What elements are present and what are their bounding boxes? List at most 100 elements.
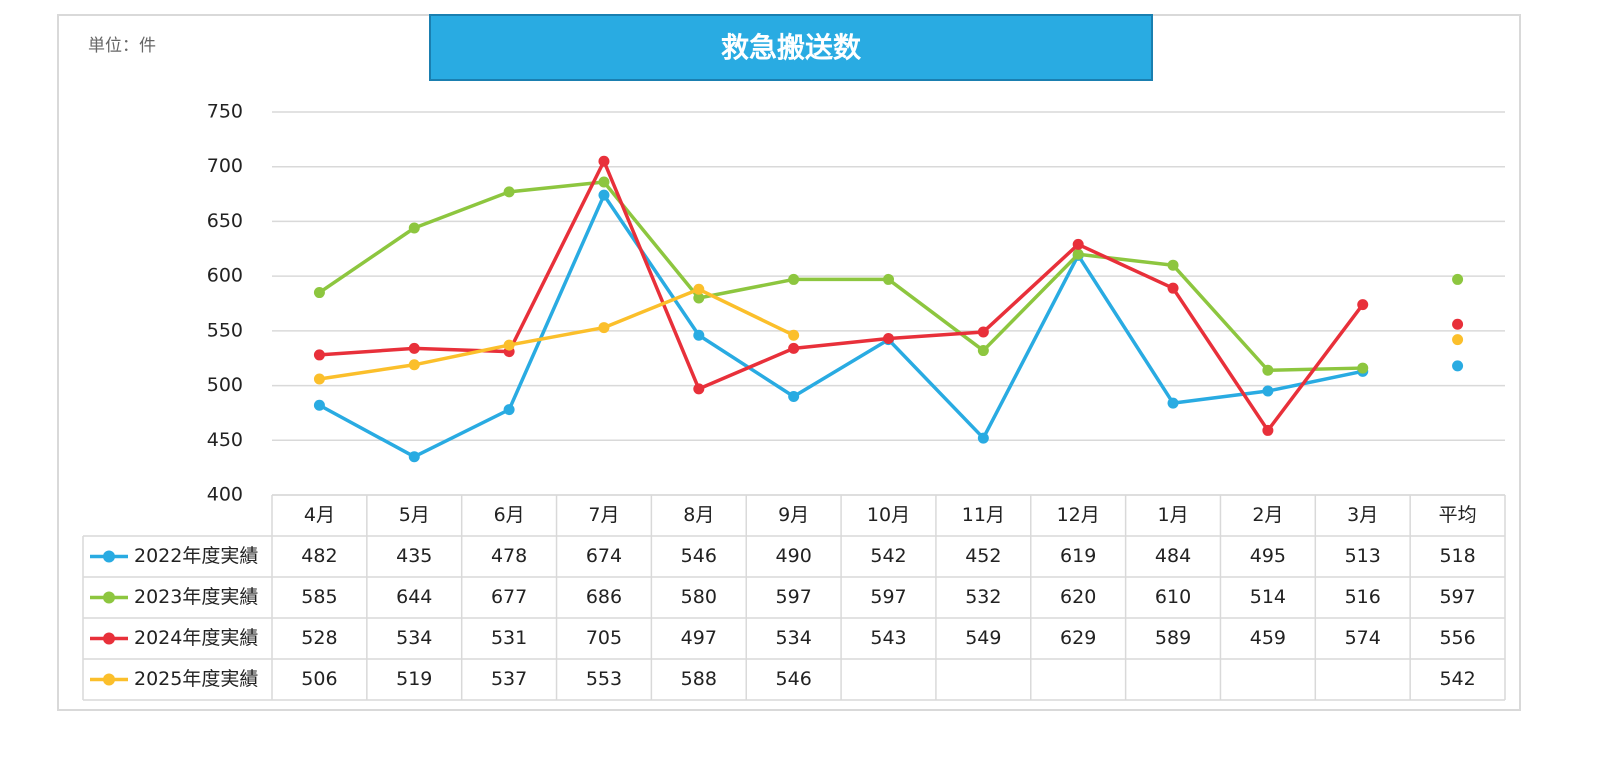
data-point (1167, 259, 1179, 271)
y-tick-label: 550 (207, 319, 243, 341)
chart-frame (57, 14, 1521, 711)
x-tick-label: 平均 (1439, 504, 1477, 526)
data-point (1262, 424, 1274, 436)
data-point (693, 283, 705, 295)
x-tick-label: 5月 (399, 504, 430, 526)
legend-label: 2025年度実績 (134, 668, 258, 690)
data-point (788, 273, 800, 285)
data-point (408, 222, 420, 234)
table-value: 686 (586, 586, 622, 608)
average-point (1452, 360, 1464, 372)
data-point (977, 345, 989, 357)
data-point (977, 326, 989, 338)
table-value: 514 (1250, 586, 1286, 608)
data-point (598, 189, 610, 201)
unit-label: 単位：件 (88, 36, 156, 56)
legend-marker (103, 673, 115, 686)
x-tick-label: 8月 (683, 504, 714, 526)
table-value: 519 (396, 668, 432, 690)
table-average: 556 (1439, 627, 1475, 649)
legend-label: 2022年度実績 (134, 545, 258, 567)
x-tick-label: 10月 (867, 504, 910, 526)
table-value: 580 (681, 586, 717, 608)
y-tick-label: 400 (207, 484, 243, 506)
x-tick-label: 4月 (304, 504, 335, 526)
table-value: 553 (586, 668, 622, 690)
table-value: 543 (870, 627, 906, 649)
data-point (1262, 385, 1274, 397)
average-point (1452, 273, 1464, 285)
table-average: 542 (1439, 668, 1475, 690)
table-value: 705 (586, 627, 622, 649)
table-average: 597 (1439, 586, 1475, 608)
data-point (503, 404, 515, 416)
title-box (429, 14, 1153, 81)
table-value: 452 (965, 545, 1001, 567)
data-point (1167, 397, 1179, 409)
table-value: 516 (1345, 586, 1381, 608)
table-value: 549 (965, 627, 1001, 649)
data-point (598, 176, 610, 188)
data-point (313, 287, 325, 299)
y-tick-label: 700 (207, 155, 243, 177)
table-value: 674 (586, 545, 622, 567)
table-value: 495 (1250, 545, 1286, 567)
average-point (1452, 318, 1464, 330)
x-tick-label: 11月 (962, 504, 1005, 526)
table-value: 546 (776, 668, 812, 690)
table-average: 518 (1439, 545, 1475, 567)
data-point (1167, 282, 1179, 294)
series-line (319, 159, 1365, 433)
y-tick-label: 650 (207, 210, 243, 232)
table-value: 610 (1155, 586, 1191, 608)
x-tick-label: 9月 (778, 504, 809, 526)
y-tick-label: 450 (207, 429, 243, 451)
data-point (313, 373, 325, 385)
data-point (1072, 248, 1084, 260)
y-tick-label: 500 (207, 374, 243, 396)
series-line (319, 287, 795, 381)
table-value: 478 (491, 545, 527, 567)
table-value: 484 (1155, 545, 1191, 567)
legend-marker (103, 632, 115, 645)
x-tick-label: 6月 (494, 504, 525, 526)
data-point (1357, 362, 1369, 374)
legend-label: 2023年度実績 (134, 586, 258, 608)
data-point (883, 333, 894, 345)
data-point (503, 339, 515, 351)
table-value: 620 (1060, 586, 1096, 608)
legend-marker (103, 550, 115, 563)
data-point (1262, 364, 1274, 376)
data-point (1072, 238, 1084, 250)
table-value: 537 (491, 668, 527, 690)
data-point (313, 399, 325, 411)
table-value: 585 (301, 586, 337, 608)
table-value: 589 (1155, 627, 1191, 649)
table-value: 497 (681, 627, 717, 649)
table-value: 534 (396, 627, 432, 649)
legend-label: 2024年度実績 (134, 627, 258, 649)
average-point (1452, 334, 1464, 346)
series-line (318, 180, 1363, 373)
table-value: 619 (1060, 545, 1096, 567)
data-point (788, 329, 800, 341)
table-value: 435 (396, 545, 432, 567)
data-point (693, 383, 705, 395)
legend-marker (103, 591, 115, 604)
table-value: 531 (491, 627, 527, 649)
table-value: 506 (301, 668, 337, 690)
data-point (883, 273, 894, 285)
table-value: 534 (776, 627, 812, 649)
table-value: 597 (870, 586, 906, 608)
data-point (408, 451, 420, 463)
table-value: 644 (396, 586, 432, 608)
table-value: 588 (681, 668, 717, 690)
data-point (503, 186, 515, 198)
y-tick-label: 600 (207, 265, 243, 287)
data-point (408, 359, 420, 371)
table-value: 677 (491, 586, 527, 608)
data-point (788, 342, 800, 354)
table-value: 629 (1060, 627, 1096, 649)
table-value: 546 (681, 545, 717, 567)
chart-title: 救急搬送数 (721, 31, 862, 64)
